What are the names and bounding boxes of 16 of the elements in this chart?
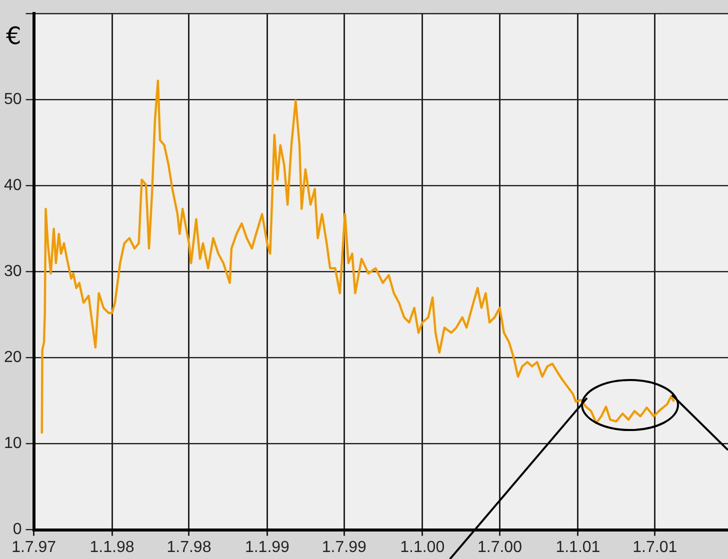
y-tick-label: 40 <box>4 177 22 194</box>
x-tick-label: 1.1.01 <box>556 538 600 556</box>
x-tick-label: 1.1.00 <box>400 538 445 556</box>
y-tick-label: 10 <box>4 435 22 452</box>
x-tick-label: 1.7.98 <box>166 538 212 556</box>
x-tick-label: 1.7.00 <box>477 538 522 556</box>
x-tick-label: 1.7.01 <box>632 538 678 556</box>
y-tick-label: 50 <box>4 91 22 108</box>
y-axis-title: € <box>6 22 22 50</box>
x-tick-label: 1.1.98 <box>90 538 134 556</box>
x-tick-label: 1.7.99 <box>322 538 366 556</box>
x-tick-label: 1.7.97 <box>12 538 56 556</box>
y-tick-label: 20 <box>4 349 22 366</box>
y-tick-label: 0 <box>12 521 22 538</box>
x-tick-label: 1.1.99 <box>244 538 290 556</box>
y-tick-label: 30 <box>4 263 22 280</box>
